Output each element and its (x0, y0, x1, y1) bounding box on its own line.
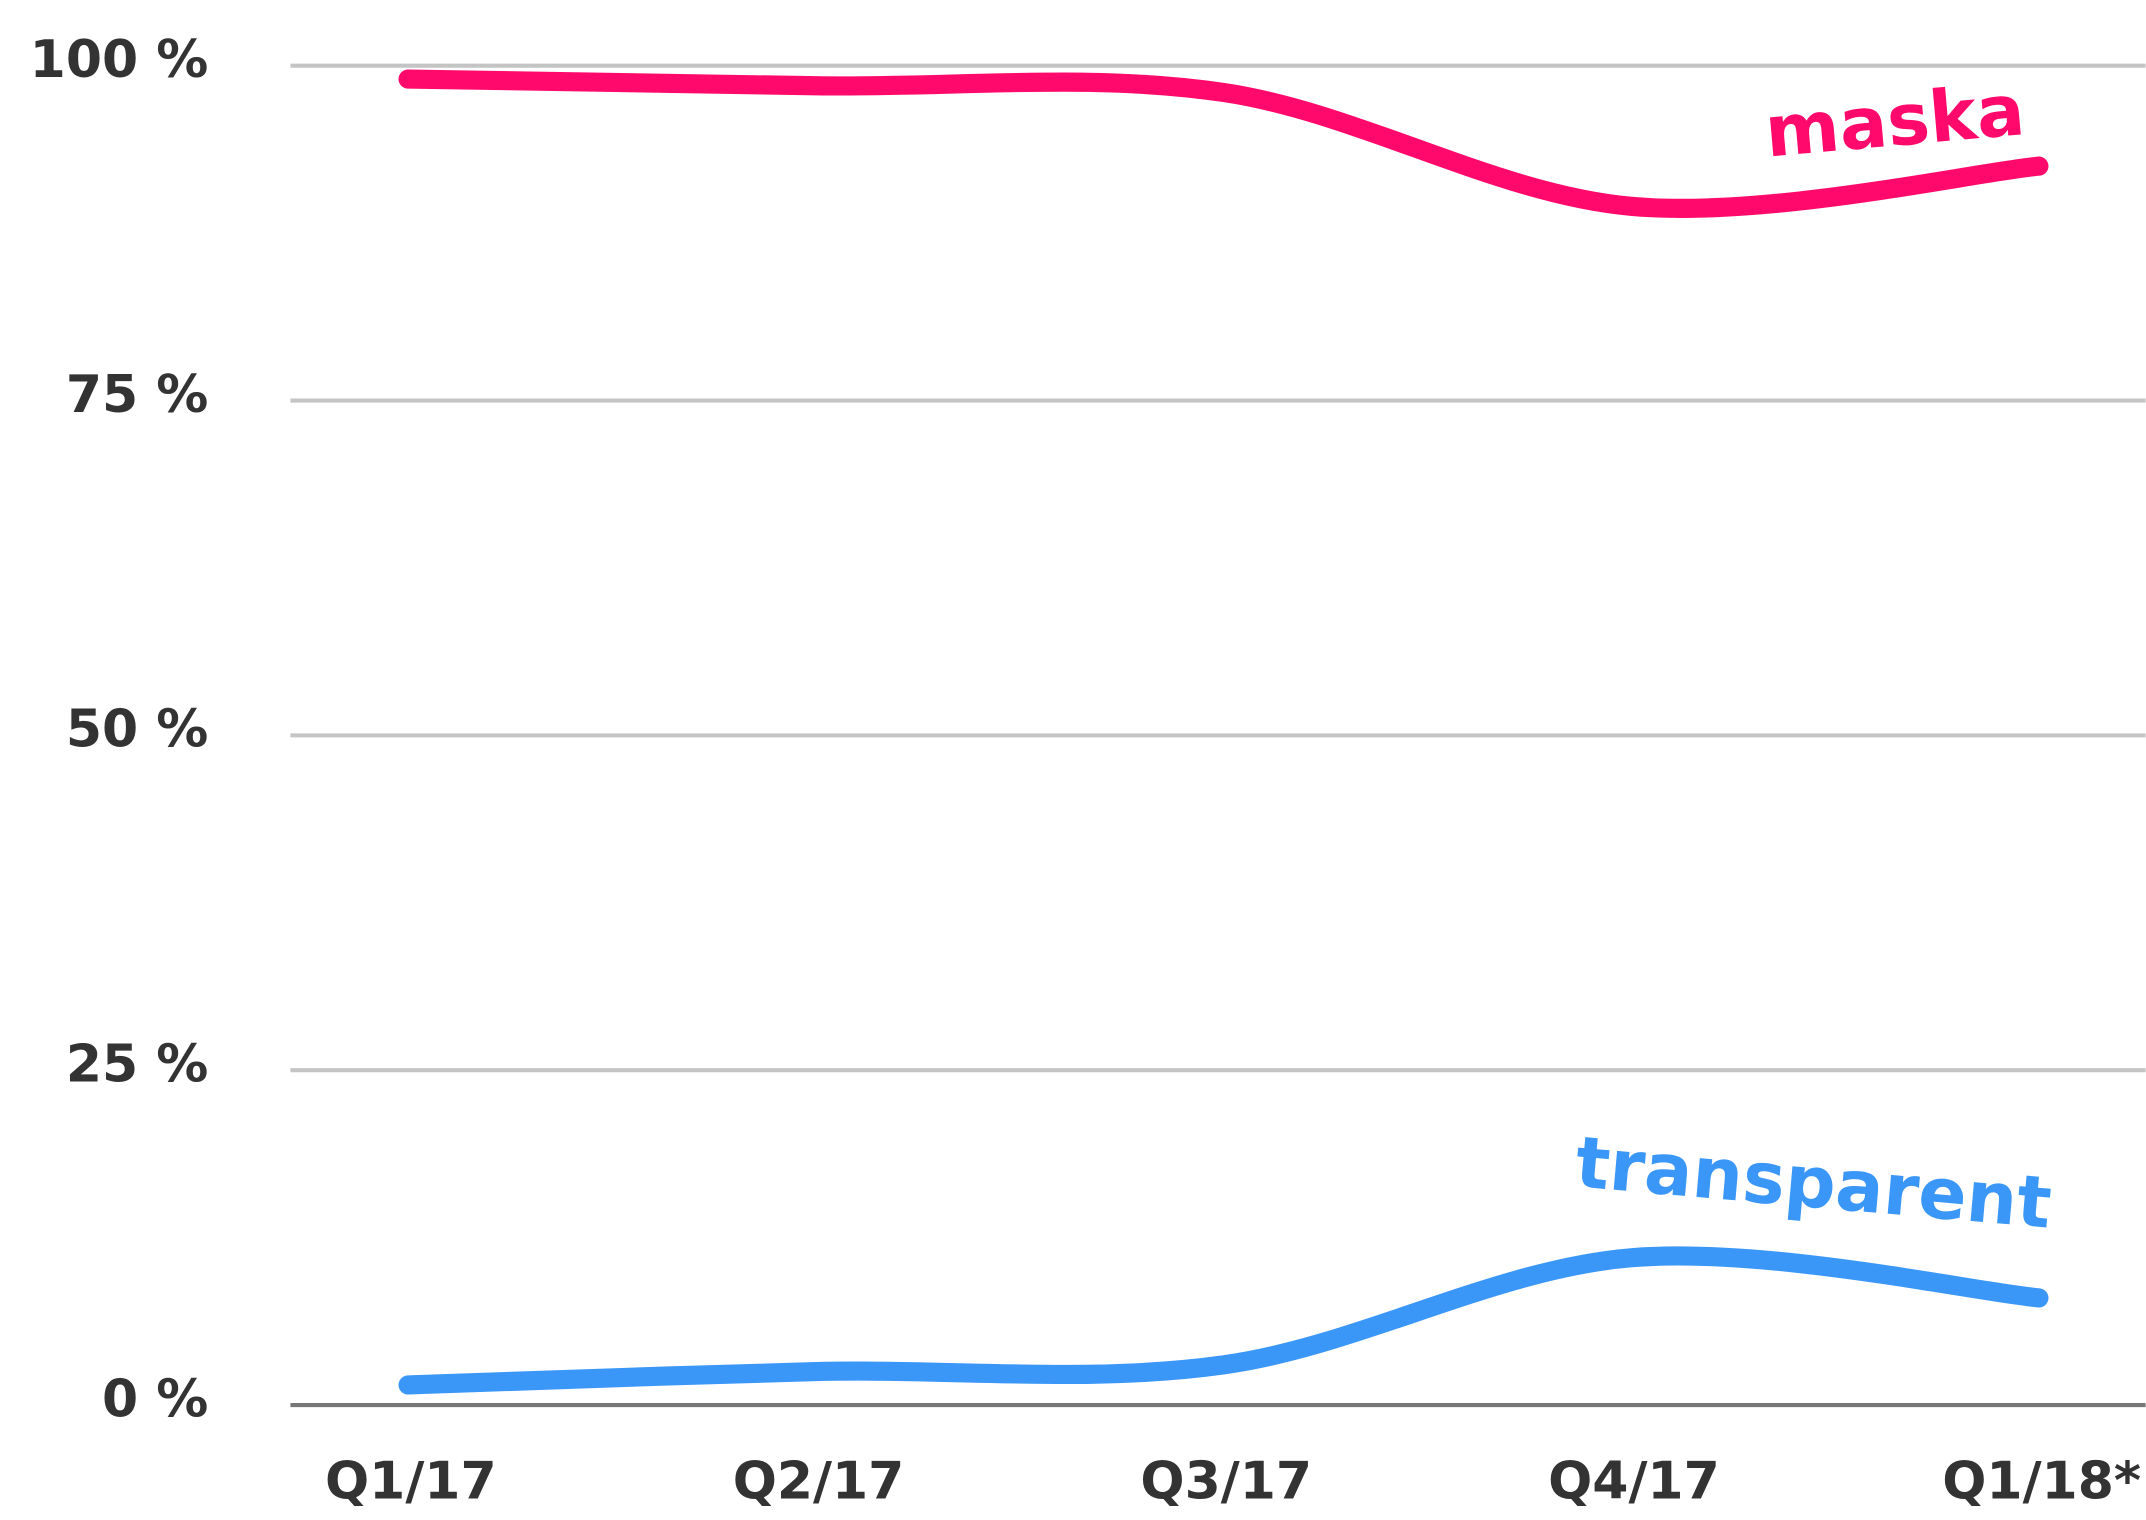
y-tick-label: 100 % (30, 30, 209, 90)
x-tick-label: Q2/17 (733, 1451, 905, 1511)
y-tick-label: 25 % (66, 1034, 208, 1094)
x-tick-label: Q4/17 (1548, 1451, 1720, 1511)
x-tick-label: Q1/17 (325, 1451, 497, 1511)
line (398, 69, 2049, 218)
y-tick-label: 50 % (66, 700, 208, 760)
x-tick-label: Q1/18* (1942, 1451, 2141, 1511)
series-label: maska (1762, 68, 2028, 173)
x-tick-label: Q3/17 (1140, 1451, 1312, 1511)
line (398, 1246, 2049, 1395)
y-tick-label: 0 % (102, 1369, 208, 1429)
series-label: transparent (1572, 1120, 2054, 1244)
y-tick-label: 75 % (66, 365, 208, 425)
